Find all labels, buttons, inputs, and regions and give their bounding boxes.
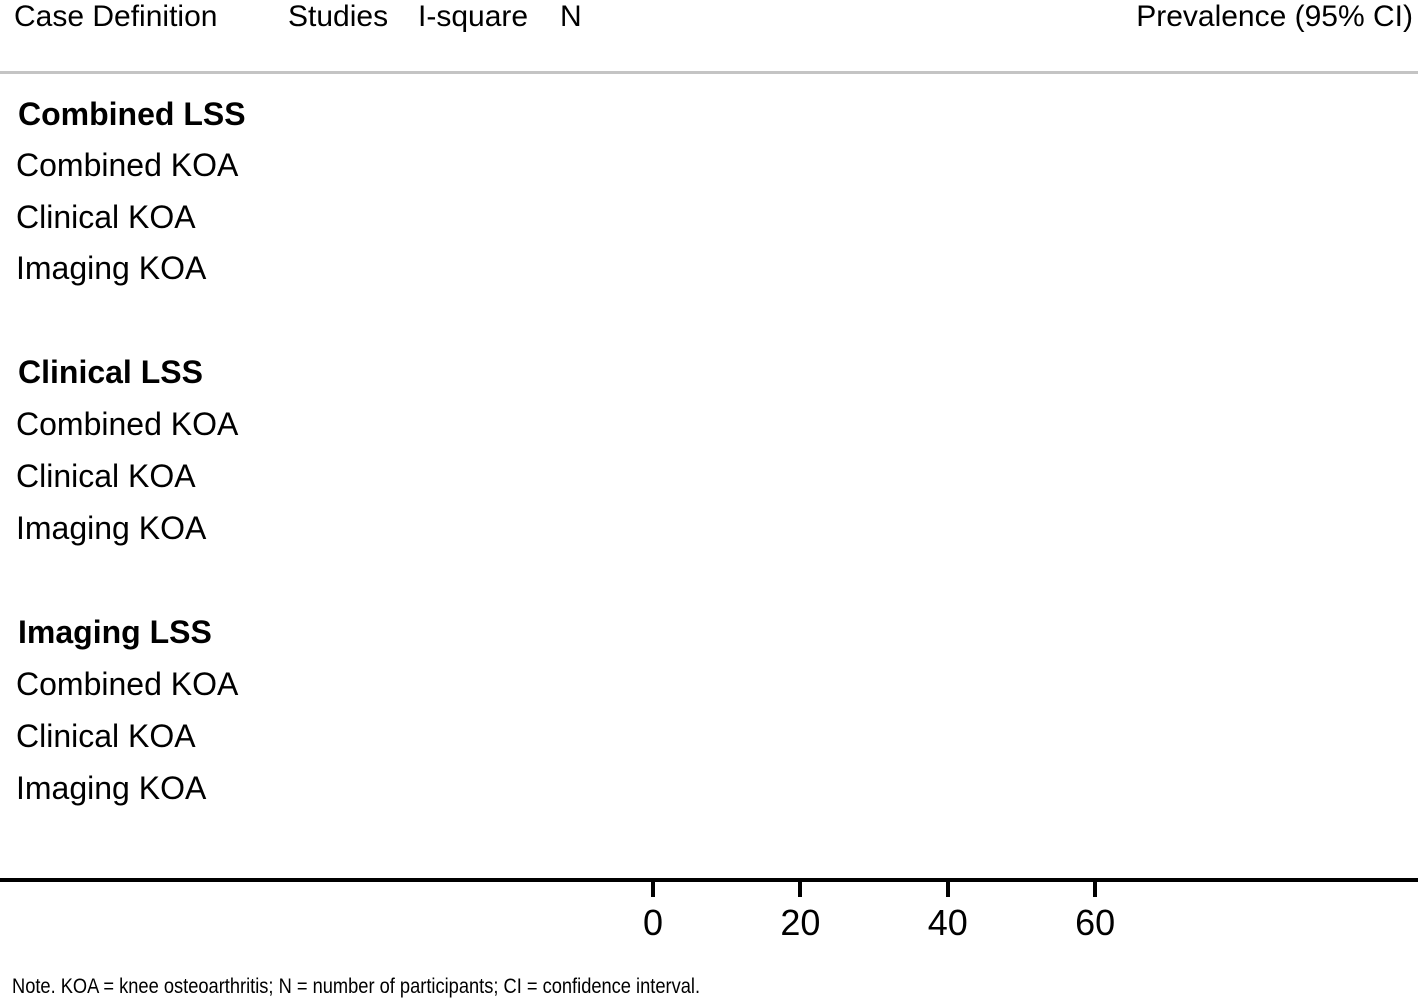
row-label: Clinical KOA	[16, 458, 196, 494]
group-label: Imaging LSS	[18, 614, 212, 650]
row-label: Clinical KOA	[16, 718, 196, 754]
x-axis-tick-label: 20	[780, 902, 821, 943]
col-header-i-square: I-square	[418, 0, 529, 33]
column-header-row: Case Definition Studies I-square N Preva…	[0, 0, 1418, 34]
x-axis-tick-label: 40	[927, 902, 968, 943]
group-label: Clinical LSS	[18, 354, 203, 390]
row-label: Combined KOA	[16, 147, 239, 183]
x-axis-tick-mark	[798, 882, 803, 897]
row-label: Clinical KOA	[16, 199, 196, 235]
row-label: Imaging KOA	[16, 510, 207, 546]
footnote: Note. KOA = knee osteoarthritis; N = num…	[12, 975, 701, 998]
col-header-prevalence-ci: Prevalence (95% CI)	[1136, 0, 1413, 33]
x-axis-tick-mark	[651, 882, 655, 897]
group-label: Combined LSS	[18, 96, 246, 132]
row-label: Combined KOA	[16, 666, 239, 702]
x-axis-line	[0, 878, 1418, 882]
x-axis-tick-label: 0	[642, 902, 664, 943]
x-axis-tick-label: 60	[1075, 902, 1116, 943]
col-header-n: N	[560, 0, 582, 33]
col-header-case-definition: Case Definition	[14, 0, 218, 33]
row-label: Imaging KOA	[16, 250, 207, 286]
col-header-studies: Studies	[288, 0, 389, 33]
x-axis-tick-mark	[1093, 882, 1098, 897]
header-divider	[0, 71, 1418, 74]
row-label: Combined KOA	[16, 406, 239, 442]
x-axis-tick-mark	[945, 882, 950, 897]
row-label: Imaging KOA	[16, 770, 207, 806]
